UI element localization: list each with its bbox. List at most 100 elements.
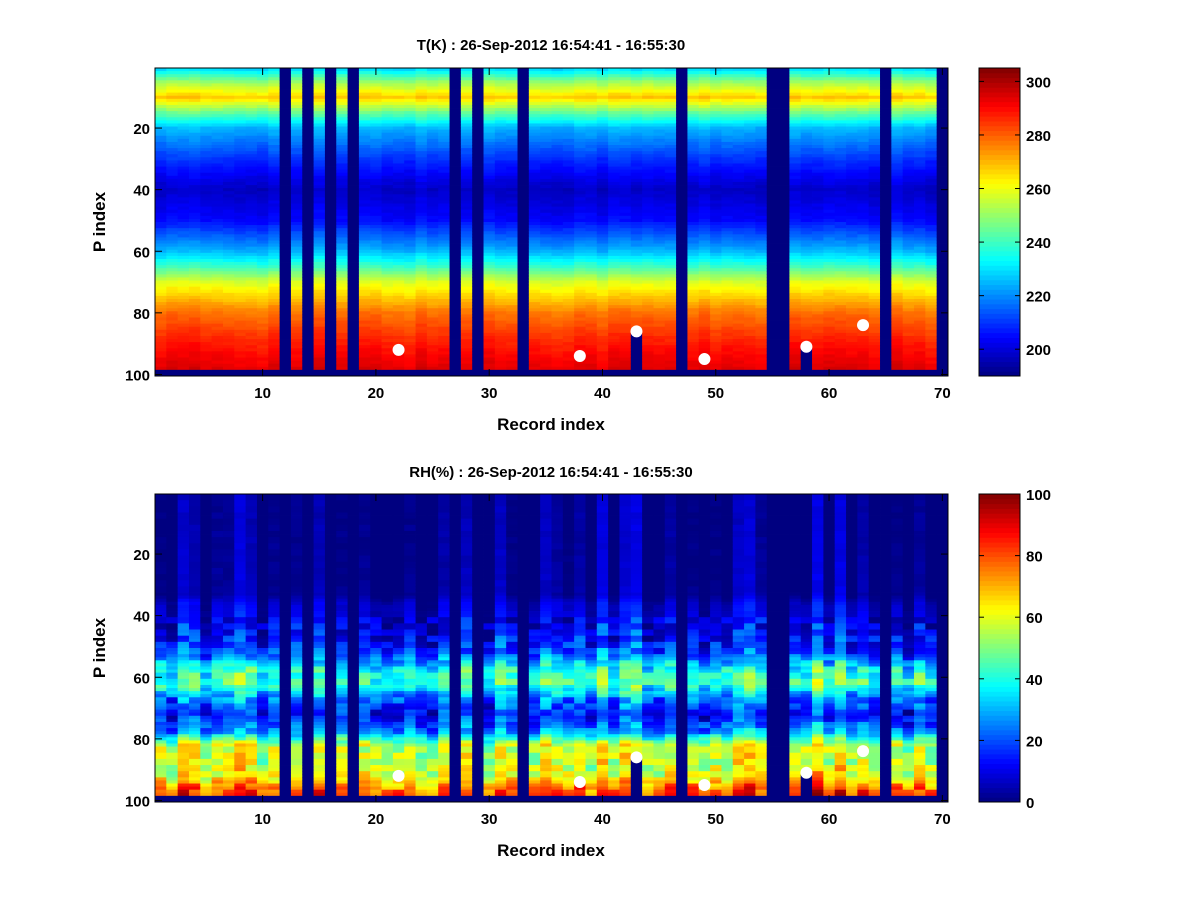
- heatmap-cell: [200, 132, 213, 137]
- heatmap-cell: [302, 317, 314, 321]
- heatmap-cell: [687, 172, 700, 177]
- heatmap-cell: [460, 323, 473, 328]
- heatmap-cell: [494, 262, 507, 266]
- heatmap-cell: [234, 246, 247, 251]
- heatmap-cell: [698, 101, 711, 106]
- heatmap-cell: [222, 178, 235, 183]
- heatmap-cell: [619, 372, 632, 377]
- heatmap-cell: [574, 129, 586, 134]
- heatmap-cell: [426, 218, 439, 223]
- heatmap-cell: [211, 98, 224, 103]
- heatmap-cell: [472, 228, 484, 232]
- heatmap-cell: [245, 222, 258, 226]
- heatmap-cell: [166, 129, 179, 134]
- heatmap-cell: [460, 225, 473, 229]
- heatmap-cell: [506, 222, 518, 226]
- heatmap-cell: [245, 123, 258, 127]
- heatmap-cell: [336, 108, 348, 112]
- heatmap-cell: [381, 289, 394, 294]
- heatmap-cell: [370, 160, 382, 164]
- heatmap-cell: [438, 357, 450, 361]
- heatmap-cell: [222, 231, 235, 235]
- heatmap-cell: [438, 129, 450, 134]
- heatmap-cell: [596, 339, 609, 343]
- heatmap-cell: [313, 308, 326, 312]
- heatmap-cell: [562, 274, 575, 278]
- heatmap-cell: [540, 92, 552, 97]
- heatmap-cell: [506, 175, 518, 180]
- heatmap-cell: [370, 246, 382, 251]
- heatmap-cell: [381, 117, 394, 121]
- heatmap-cell: [596, 92, 609, 97]
- heatmap-cell: [517, 289, 530, 294]
- heatmap-cell: [483, 148, 496, 152]
- heatmap-cell: [698, 77, 711, 81]
- heatmap-cell: [517, 194, 530, 198]
- heatmap-cell: [290, 240, 303, 244]
- heatmap-cell: [551, 262, 564, 266]
- heatmap-cell: [562, 240, 575, 244]
- heatmap-cell: [494, 360, 507, 365]
- heatmap-cell: [392, 295, 405, 300]
- heatmap-cell: [404, 280, 416, 284]
- heatmap-cell: [676, 317, 688, 321]
- heatmap-cell: [211, 228, 224, 232]
- heatmap-cell: [358, 188, 371, 192]
- heatmap-cell: [574, 228, 586, 232]
- heatmap-cell: [222, 77, 235, 81]
- heatmap-cell: [370, 280, 382, 284]
- heatmap-cell: [472, 305, 484, 309]
- heatmap-cell: [155, 222, 167, 226]
- heatmap-cell: [268, 141, 281, 146]
- heatmap-cell: [687, 265, 700, 269]
- heatmap-cell: [313, 323, 326, 328]
- heatmap-cell: [619, 215, 632, 220]
- heatmap-cell: [188, 348, 201, 352]
- heatmap-cell: [540, 203, 552, 207]
- heatmap-cell: [528, 317, 541, 321]
- heatmap-cell: [358, 200, 371, 204]
- heatmap-cell: [506, 83, 518, 87]
- heatmap-cell: [177, 89, 190, 94]
- heatmap-cell: [392, 120, 405, 124]
- heatmap-cell: [494, 135, 507, 140]
- heatmap-cell: [245, 255, 258, 260]
- heatmap-cell: [200, 258, 213, 263]
- heatmap-cell: [381, 92, 394, 97]
- heatmap-cell: [528, 163, 541, 167]
- heatmap-cell: [155, 299, 167, 303]
- heatmap-cell: [313, 302, 326, 306]
- heatmap-cell: [653, 289, 666, 294]
- heatmap-cell: [540, 135, 552, 140]
- heatmap-cell: [166, 237, 179, 241]
- heatmap-cell: [426, 166, 439, 171]
- heatmap-cell: [585, 335, 598, 340]
- heatmap-cell: [347, 172, 360, 177]
- heatmap-cell: [698, 228, 711, 232]
- heatmap-cell: [528, 160, 541, 164]
- heatmap-cell: [608, 314, 620, 318]
- heatmap-cell: [710, 265, 722, 269]
- heatmap-cell: [664, 311, 677, 315]
- heatmap-cell: [483, 234, 496, 238]
- heatmap-cell: [664, 166, 677, 171]
- heatmap-cell: [528, 141, 541, 146]
- heatmap-cell: [449, 231, 462, 235]
- heatmap-cell: [155, 117, 167, 121]
- heatmap-cell: [234, 286, 247, 291]
- heatmap-cell: [415, 317, 428, 321]
- heatmap-cell: [551, 154, 564, 158]
- heatmap-cell: [279, 175, 292, 180]
- heatmap-cell: [358, 80, 371, 84]
- heatmap-cell: [449, 80, 462, 84]
- heatmap-cell: [188, 314, 201, 318]
- heatmap-cell: [392, 311, 405, 315]
- heatmap-cell: [222, 203, 235, 207]
- heatmap-cell: [438, 71, 450, 75]
- heatmap-cell: [574, 252, 586, 257]
- heatmap-cell: [426, 258, 439, 263]
- heatmap-cell: [358, 308, 371, 312]
- heatmap-cell: [155, 335, 167, 340]
- heatmap-cell: [687, 154, 700, 158]
- heatmap-cell: [200, 138, 213, 143]
